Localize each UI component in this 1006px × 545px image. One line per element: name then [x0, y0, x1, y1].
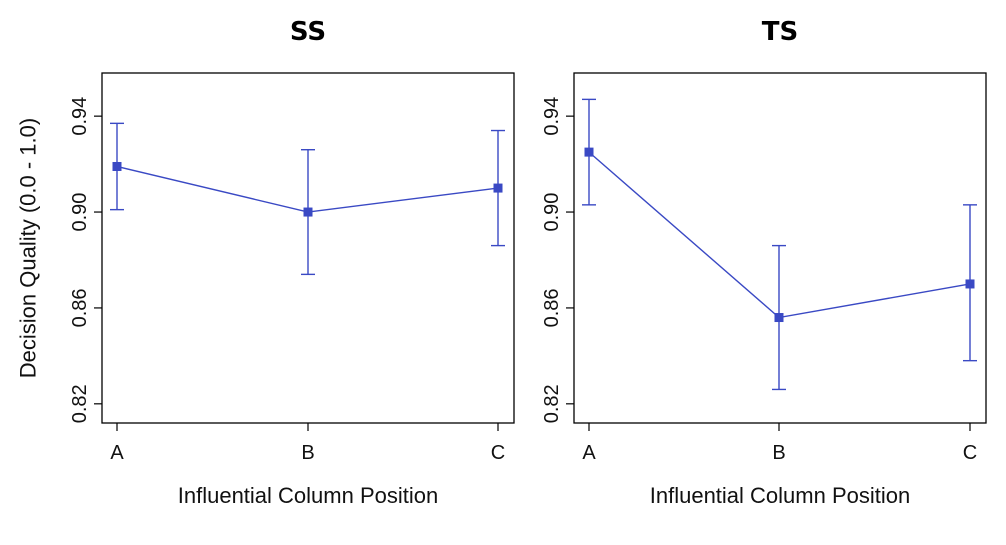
y-tick-label: 0.94 [69, 97, 91, 136]
y-tick-label: 0.90 [541, 193, 563, 232]
data-point [493, 183, 503, 193]
x-tick-label: A [110, 442, 124, 464]
y-tick-label: 0.90 [69, 193, 91, 232]
y-tick-label: 0.94 [541, 97, 563, 136]
panel-ss: SS 0.82 0.86 0.90 0.94 A B C Influential Column … [69, 17, 515, 508]
x-tick-label: C [491, 442, 505, 464]
data-point [112, 161, 122, 171]
data-point [774, 313, 784, 323]
panel-ts: TS 0.82 0.86 0.90 0.94 A B C Influential Column … [541, 17, 987, 508]
panel-title: SS [290, 17, 326, 47]
x-tick-label: C [963, 442, 977, 464]
y-tick-label: 0.82 [541, 384, 563, 423]
data-point [303, 207, 313, 217]
panel-title: TS [762, 17, 798, 47]
y-tick-label: 0.86 [541, 288, 563, 327]
y-tick-label: 0.86 [69, 288, 91, 327]
x-tick-label: A [582, 442, 596, 464]
x-tick-label: B [772, 442, 785, 464]
y-axis-title: Decision Quality (0.0 - 1.0) [16, 118, 41, 378]
y-tick-label: 0.82 [69, 384, 91, 423]
x-tick-label: B [301, 442, 314, 464]
data-point [584, 147, 594, 157]
data-point [965, 279, 975, 289]
x-axis-title: Influential Column Position [650, 483, 910, 508]
x-axis-title: Influential Column Position [178, 483, 438, 508]
plot-frame [573, 72, 987, 424]
